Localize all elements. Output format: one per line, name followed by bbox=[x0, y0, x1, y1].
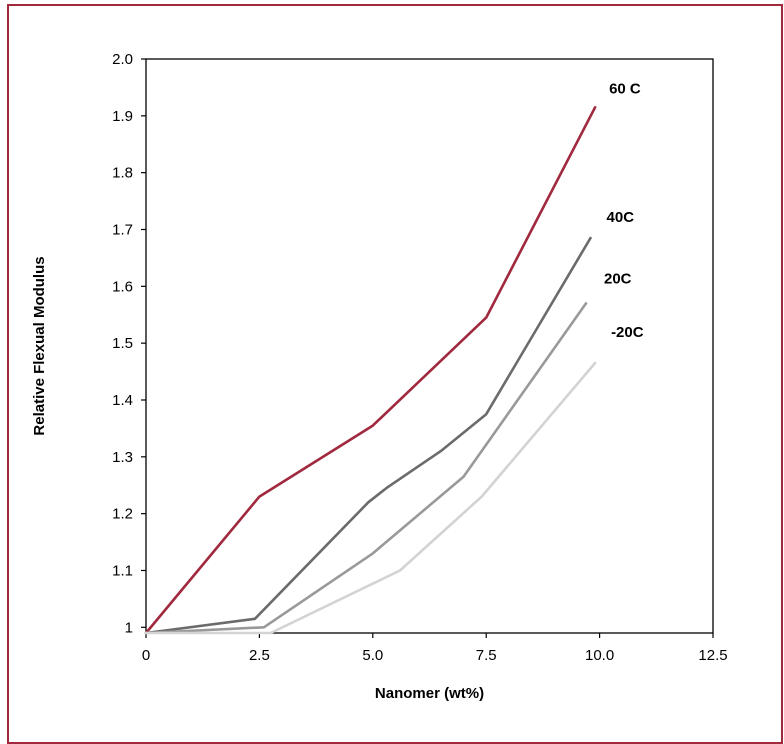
y-tick-label: 1.3 bbox=[112, 449, 133, 466]
x-tick-label: 12.5 bbox=[698, 647, 727, 664]
x-tick-label: 7.5 bbox=[476, 647, 497, 664]
y-tick-label: 1 bbox=[125, 619, 133, 636]
series-label: -20C bbox=[611, 324, 644, 341]
x-tick-label: 10.0 bbox=[585, 647, 614, 664]
y-tick-label: 1.2 bbox=[112, 506, 133, 523]
axes: 0 2.5 5.0 7.5 10.0 12.5 1 1.1 1.2 1.3 1.4 1.5 1.6 1.7… bbox=[112, 51, 727, 664]
series-label: 60 C bbox=[609, 80, 641, 97]
y-tick-label: 1.8 bbox=[112, 165, 133, 182]
x-tick-label: 2.5 bbox=[249, 647, 270, 664]
series-lines bbox=[144, 106, 597, 635]
x-axis-title: Nanomer (wt%) bbox=[375, 685, 484, 702]
series-label: 20C bbox=[604, 270, 632, 287]
series-labels: 60 C 40C 20C -20C bbox=[604, 80, 644, 341]
x-tick-label: 0 bbox=[142, 647, 150, 664]
y-axis-title: Relative Flexual Modulus bbox=[31, 256, 48, 435]
y-tick-label: 1.7 bbox=[112, 221, 133, 238]
x-tick-label: 5.0 bbox=[362, 647, 383, 664]
series-line bbox=[144, 302, 588, 635]
series-line bbox=[144, 236, 592, 635]
y-tick-label: 1.6 bbox=[112, 278, 133, 295]
y-tick-label: 1.1 bbox=[112, 562, 133, 579]
y-tick-label: 1.5 bbox=[112, 335, 133, 352]
y-tick-label: 2.0 bbox=[112, 51, 133, 68]
series-label: 40C bbox=[607, 209, 635, 226]
plot-border bbox=[145, 58, 714, 634]
series-line bbox=[144, 361, 597, 635]
series-line bbox=[144, 106, 597, 635]
y-tick-label: 1.4 bbox=[112, 392, 133, 409]
y-tick-label: 1.9 bbox=[112, 108, 133, 125]
